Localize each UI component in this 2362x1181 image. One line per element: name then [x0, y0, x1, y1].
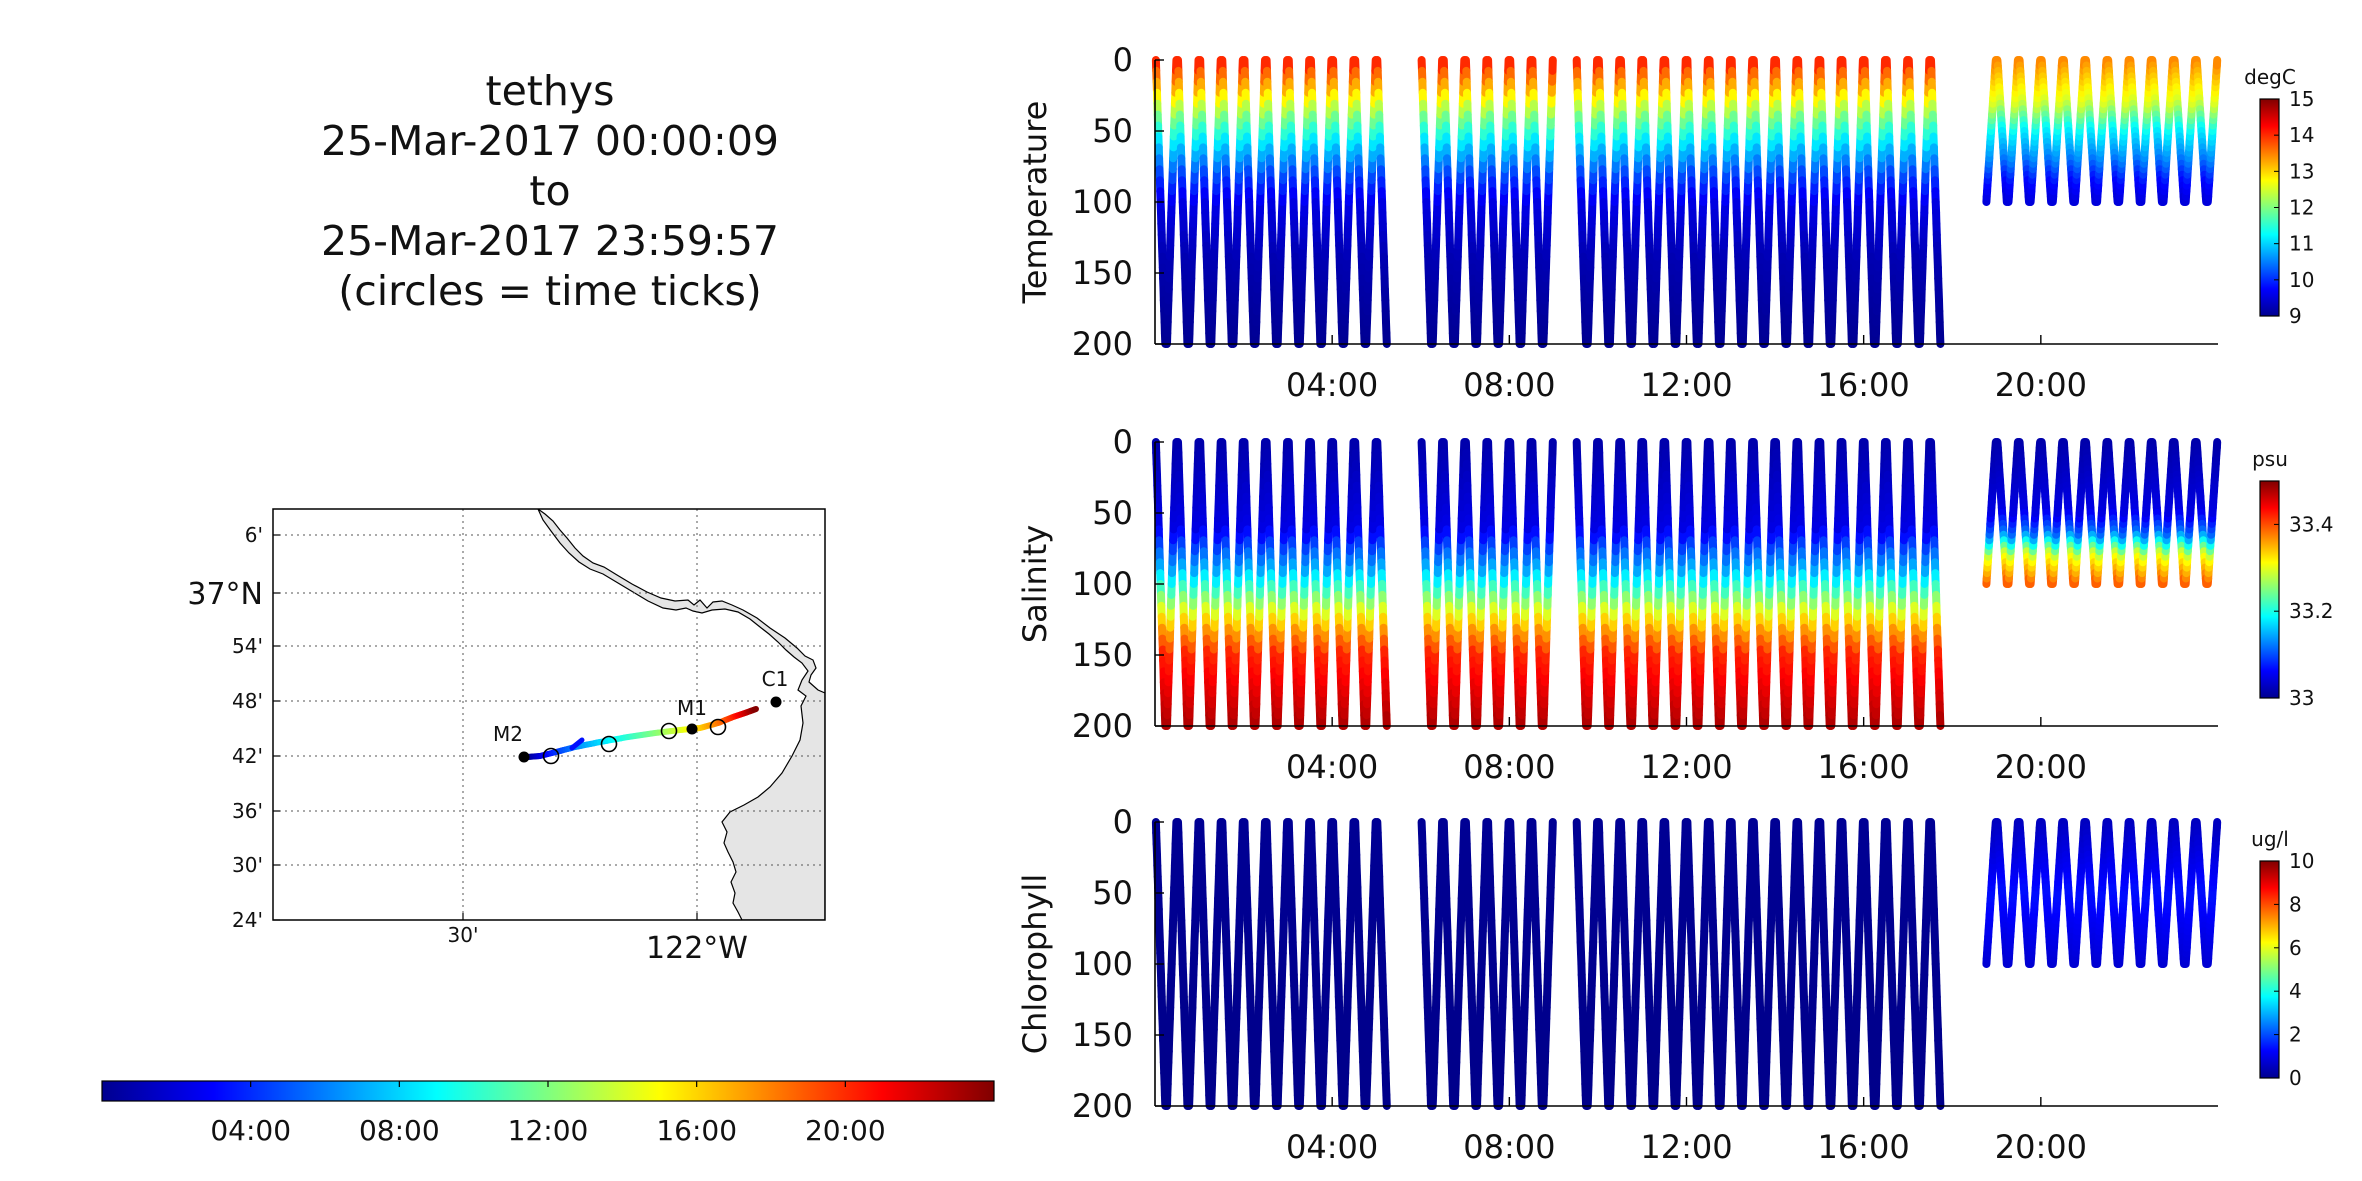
- track-map: M2 M1 C1 6' 37°N 54' 48' 42' 36' 30' 24' 30' 122°W: [187, 508, 826, 966]
- station-marker: [518, 751, 530, 763]
- salinity-y-tick-label: 50: [1092, 494, 1133, 532]
- time-tick-circle: [542, 747, 560, 765]
- salinity-profiles: [1151, 438, 2222, 730]
- temperature-y-tick-label: 200: [1072, 325, 1133, 363]
- temperature-y-tick-label: 50: [1092, 112, 1133, 150]
- temperature-colorbar-tick-label: 13: [2289, 159, 2314, 183]
- temperature-colorbar-tick-label: 9: [2289, 304, 2302, 328]
- temperature-y-tick-label: 150: [1072, 254, 1133, 292]
- salinity-y-tick-label: 150: [1072, 636, 1133, 674]
- temperature-x-tick-label: 20:00: [1995, 366, 2087, 404]
- time-colorbar-tick-label: 04:00: [210, 1114, 291, 1147]
- start-time: 25-Mar-2017 00:00:09: [320, 117, 779, 165]
- time-colorbar: 04:00 08:00 12:00 16:00 20:00: [101, 1080, 995, 1147]
- salinity-y-tick-label: 200: [1072, 707, 1133, 745]
- salinity-x-tick-label: 12:00: [1640, 748, 1732, 786]
- salinity-colorbar-tick-label: 33: [2289, 686, 2314, 710]
- time-tick-circle: [600, 735, 618, 753]
- temperature-y-tick-label: 100: [1072, 183, 1133, 221]
- salinity-colorbar-tick-label: 33.4: [2289, 512, 2334, 536]
- map-lon-tick-label: 30': [448, 923, 479, 947]
- platform-name: tethys: [485, 67, 615, 115]
- temperature-colorbar-tick-label: 12: [2289, 196, 2314, 220]
- temperature-axes: 0 50 100 150 200 04:00 08:00 12:00 16:00 20:00 Tem…: [1016, 41, 2218, 404]
- map-lon-tick-label: 122°W: [646, 931, 748, 966]
- time-colorbar-tick-label: 20:00: [805, 1114, 886, 1147]
- time-tick-circle: [709, 718, 727, 736]
- track-segment: [751, 706, 759, 713]
- salinity-x-tick-label: 20:00: [1995, 748, 2087, 786]
- salinity-x-tick-label: 16:00: [1818, 748, 1910, 786]
- map-lat-tick-label: 48': [232, 689, 263, 713]
- salinity-colorbar-gradient: [2259, 480, 2280, 699]
- salinity-x-tick-label: 04:00: [1286, 748, 1378, 786]
- temperature-y-tick-label: 0: [1113, 41, 1133, 79]
- time-colorbar-ticks: 04:00 08:00 12:00 16:00 20:00: [210, 1081, 886, 1147]
- glider-track: [524, 706, 759, 765]
- track-segment: [569, 737, 585, 751]
- temperature-panel: 0 50 100 150 200 04:00 08:00 12:00 16:00 20:00 Tem…: [1016, 41, 2314, 404]
- temperature-x-tick-label: 16:00: [1818, 366, 1910, 404]
- map-lat-tick-label: 30': [232, 853, 263, 877]
- to-label: to: [529, 167, 571, 215]
- salinity-units-label: psu: [2252, 447, 2288, 471]
- temperature-y-axis-label: Temperature: [1016, 101, 1054, 305]
- map-tick-labels: 6' 37°N 54' 48' 42' 36' 30' 24' 30' 122°W: [187, 523, 748, 966]
- temperature-x-tick-label: 04:00: [1286, 366, 1378, 404]
- map-lat-tick-label: 24': [232, 908, 263, 932]
- station-marker: [770, 696, 782, 708]
- temperature-x-tick-label: 12:00: [1640, 366, 1732, 404]
- temperature-colorbar-tick-label: 15: [2289, 87, 2314, 111]
- end-time: 25-Mar-2017 23:59:57: [320, 217, 779, 265]
- map-lat-tick-label: 54': [232, 634, 263, 658]
- figure-title: tethys 25-Mar-2017 00:00:09 to 25-Mar-20…: [250, 66, 850, 316]
- time-colorbar-tick-label: 08:00: [359, 1114, 440, 1147]
- salinity-y-tick-label: 0: [1113, 423, 1133, 461]
- map-lat-tick-label: 42': [232, 744, 263, 768]
- chlorophyll-profiles: [1151, 818, 2222, 1110]
- salinity-panel: 0 50 100 150 200 04:00 08:00 12:00 16:00 20:00 Sal…: [1016, 423, 2334, 786]
- map-grid: [273, 509, 825, 920]
- circles-note: (circles = time ticks): [338, 267, 762, 315]
- temperature-units-label: degC: [2244, 65, 2296, 89]
- station-label: M1: [677, 696, 707, 720]
- map-frame: [272, 508, 826, 921]
- map-lat-tick-label: 36': [232, 799, 263, 823]
- temperature-colorbar-tick-label: 10: [2289, 268, 2314, 292]
- map-lat-tick-label: 37°N: [187, 577, 263, 612]
- station-label: M2: [493, 722, 523, 746]
- temperature-profiles: [1151, 56, 2222, 348]
- time-colorbar-tick-label: 16:00: [656, 1114, 737, 1147]
- salinity-colorbar: psu 33 33.2 33.4: [2252, 447, 2333, 710]
- salinity-colorbar-tick-label: 33.2: [2289, 599, 2334, 623]
- temperature-colorbar-tick-label: 11: [2289, 232, 2314, 256]
- temperature-colorbar: degC 9 10 11 12 13 14 15: [2244, 65, 2314, 328]
- salinity-y-tick-label: 100: [1072, 565, 1133, 603]
- station-label: C1: [762, 667, 789, 691]
- temperature-colorbar-tick-label: 14: [2289, 123, 2314, 147]
- station-marker: [686, 723, 698, 735]
- time-tick-circle: [660, 722, 678, 740]
- coastline-land: [537, 509, 825, 920]
- station-markers: M2 M1 C1: [493, 667, 788, 763]
- map-lat-tick-label: 6': [245, 523, 263, 547]
- temperature-x-tick-label: 08:00: [1463, 366, 1555, 404]
- salinity-y-axis-label: Salinity: [1016, 525, 1054, 643]
- salinity-x-tick-label: 08:00: [1463, 748, 1555, 786]
- time-colorbar-tick-label: 12:00: [508, 1114, 589, 1147]
